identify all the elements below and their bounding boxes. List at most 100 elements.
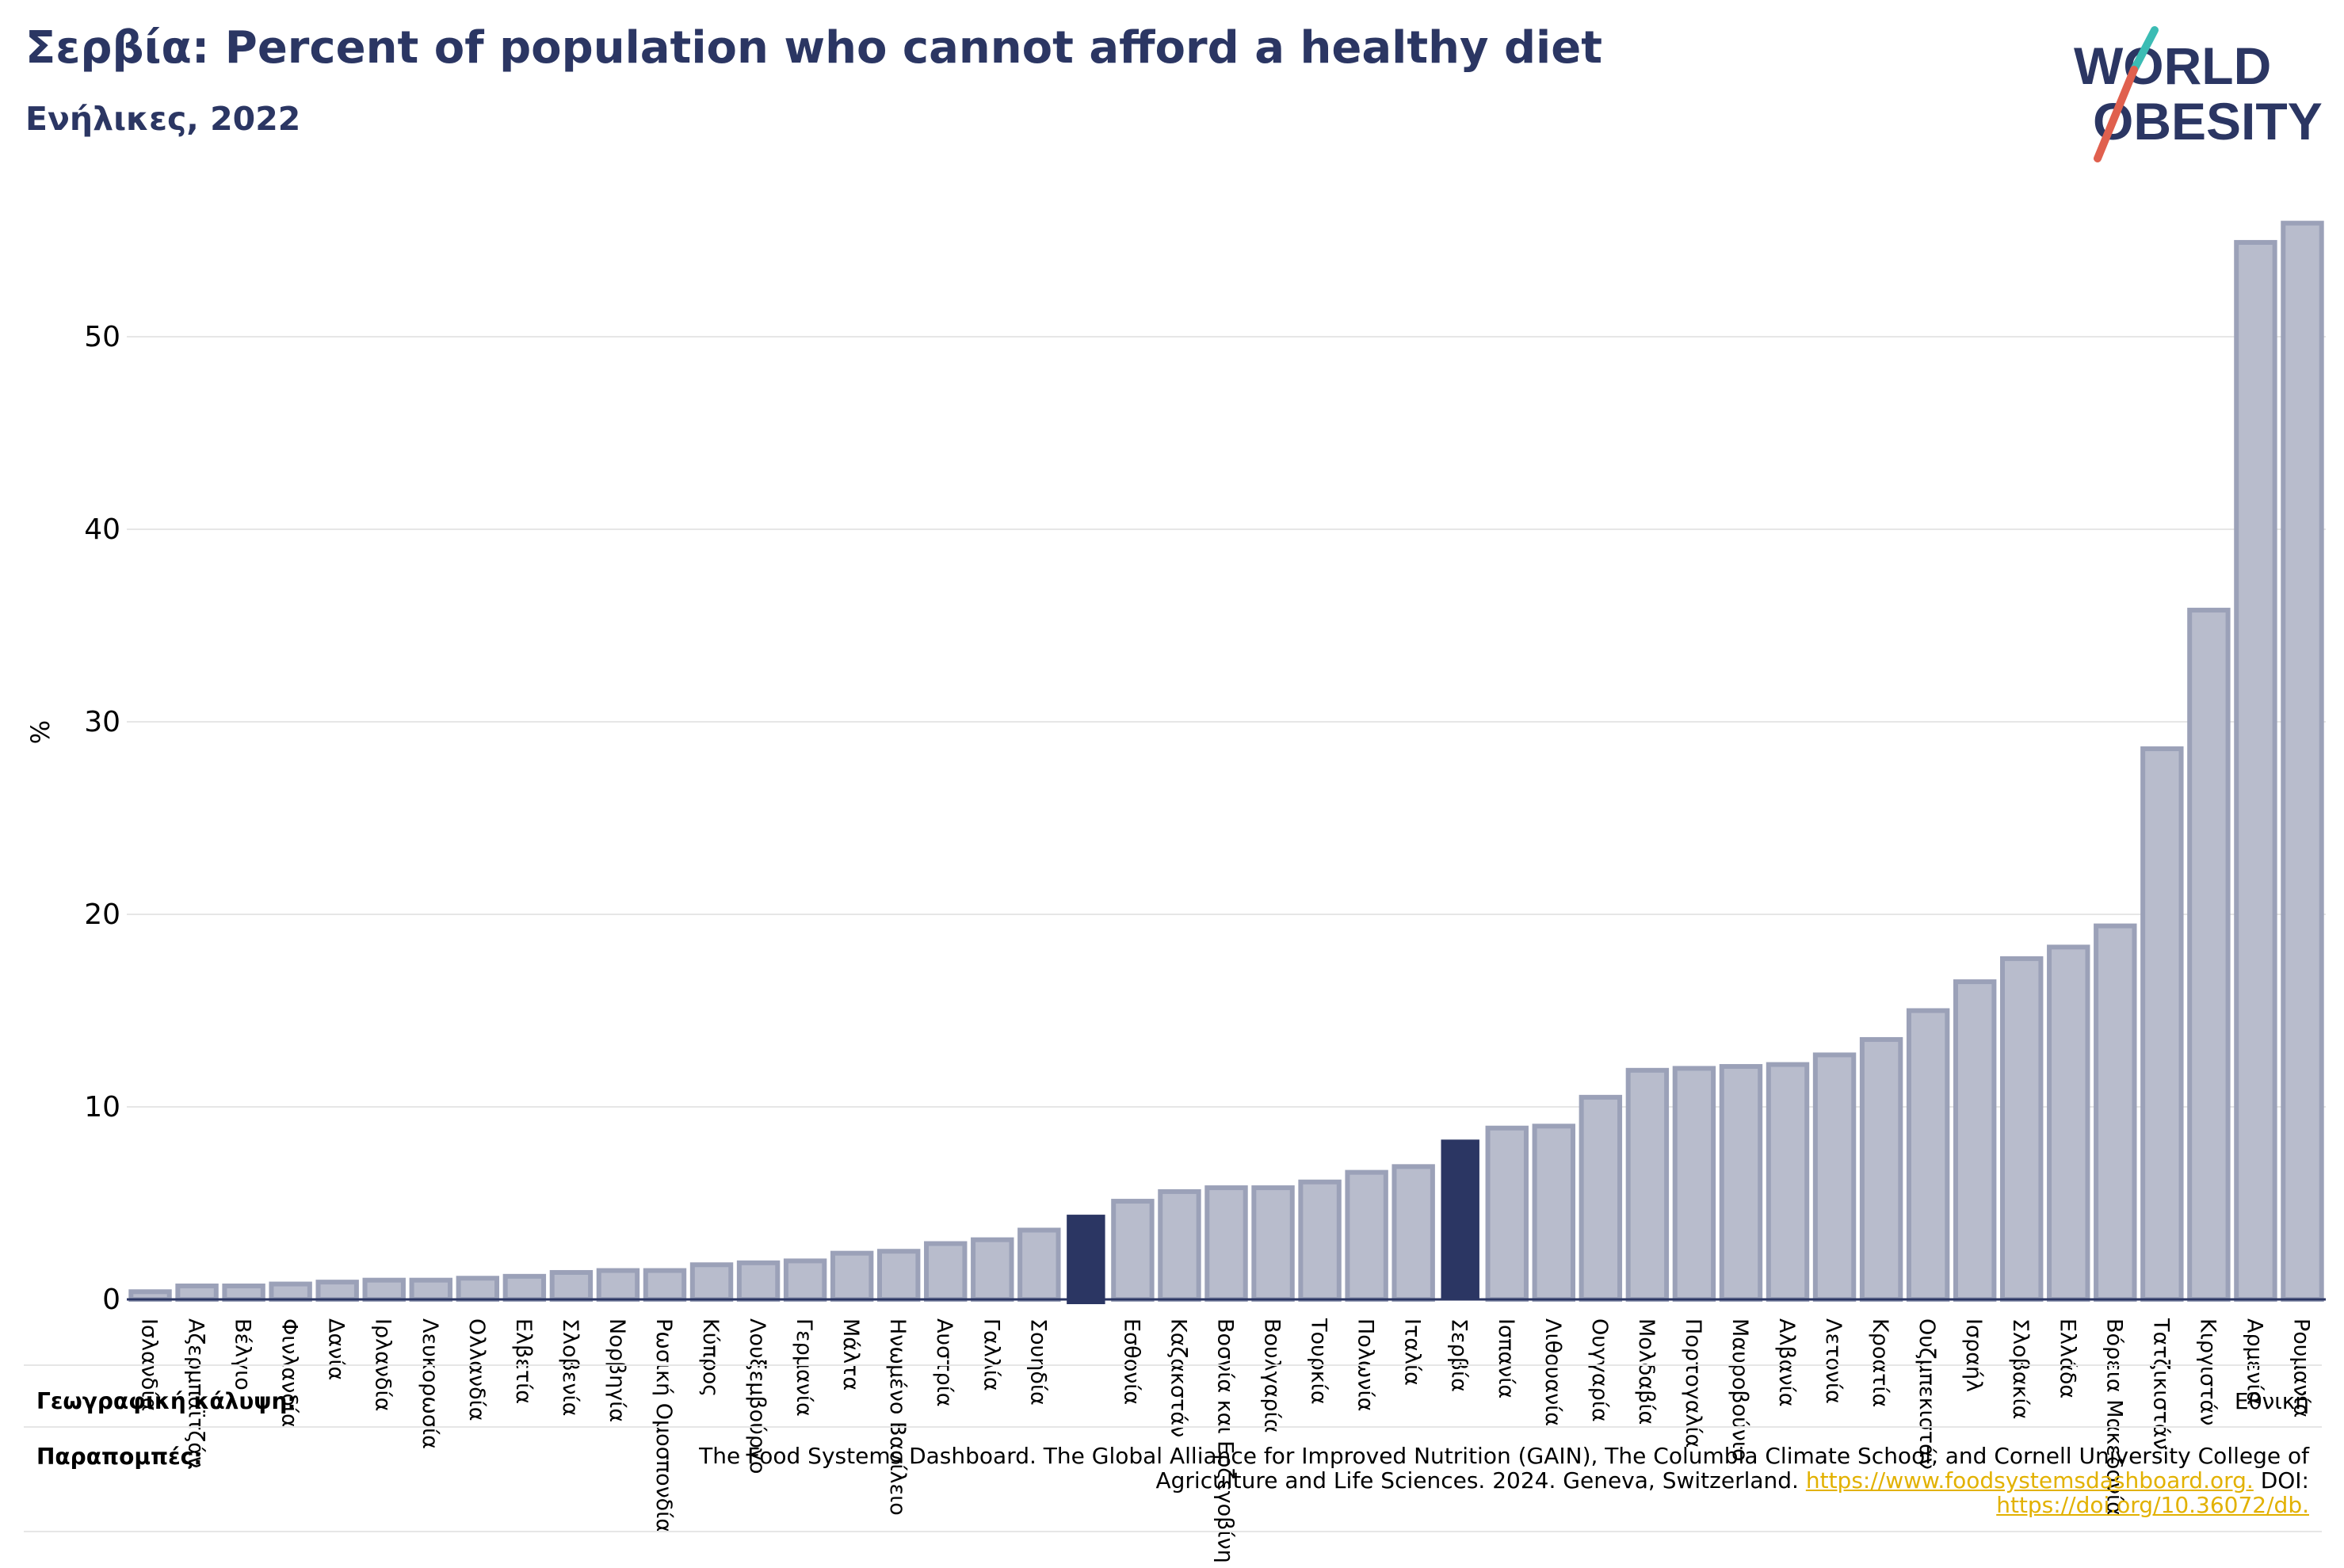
bar — [1532, 1124, 1576, 1303]
bar — [409, 1277, 452, 1302]
bar — [269, 1281, 312, 1303]
x-tick-label: Νορβηγία — [605, 1318, 629, 1422]
bar — [2094, 923, 2137, 1302]
bar — [1298, 1179, 1342, 1303]
bar — [1579, 1094, 1623, 1302]
x-tick-label: Αλβανία — [1774, 1318, 1799, 1407]
chart-subtitle: Ενήλικες, 2022 — [25, 100, 301, 138]
bar — [2187, 608, 2231, 1302]
x-tick-label: Αρμενία — [2242, 1318, 2266, 1405]
x-tick-label: Τουρκία — [1307, 1318, 1331, 1405]
y-tick-label: 10 — [84, 1091, 120, 1124]
x-tick-label: Ουγγαρία — [1587, 1318, 1612, 1422]
x-tick-label: Ισραήλ — [1961, 1318, 1986, 1392]
x-tick-label: Βουλγαρία — [1260, 1318, 1285, 1433]
bar — [924, 1241, 968, 1303]
x-tick-label: Ρουμανία — [2289, 1318, 2313, 1417]
logo-slash-red — [2094, 66, 2138, 162]
y-tick-label: 50 — [84, 321, 120, 353]
x-tick-label: Κροατία — [1868, 1318, 1892, 1407]
x-tick-label: Εσθονία — [1119, 1318, 1143, 1405]
x-tick-label: Γερμανία — [792, 1318, 816, 1417]
x-tick-label: Ελλάδα — [2055, 1318, 2079, 1398]
x-tick-label: Καζακστάν — [1166, 1318, 1190, 1437]
x-tick-label: Σερβία — [1447, 1318, 1472, 1392]
x-tick-label: Φινλανδία — [277, 1318, 302, 1428]
coverage-label: Γεωγραφική κάλυψη: — [36, 1388, 296, 1414]
x-tick-label: Ολλανδία — [464, 1318, 489, 1421]
bar — [1441, 1139, 1479, 1299]
bar — [1345, 1169, 1388, 1302]
bar — [1111, 1199, 1155, 1302]
y-axis-label: % — [25, 720, 55, 744]
bar — [2000, 956, 2044, 1302]
y-tick-label: 0 — [102, 1284, 120, 1316]
dashboard-link[interactable]: https://www.foodsystemsdashboard.org. — [1805, 1467, 2254, 1494]
bar — [783, 1258, 827, 1303]
bar — [830, 1250, 874, 1303]
y-tick-label: 40 — [84, 513, 120, 546]
x-tick-label: Ελβετία — [511, 1318, 536, 1404]
x-tick-label: Σλοβακία — [2008, 1318, 2033, 1419]
bar — [175, 1283, 219, 1302]
logo-slash-teal — [2130, 26, 2159, 74]
logo-word-obesity: OBESITY — [2093, 92, 2323, 151]
bar — [222, 1283, 265, 1302]
x-tick-label: Ουζμπεκιστάν — [1915, 1318, 1939, 1470]
bars — [128, 220, 2324, 1304]
chart-title: Σερβία: Percent of population who cannot… — [25, 22, 1602, 74]
bar — [1859, 1036, 1903, 1302]
x-tick-label: Λουξεμβούργο — [745, 1318, 769, 1474]
bar — [1392, 1164, 1435, 1302]
y-axis-ticks: 0 10 20 30 40 50 — [84, 321, 120, 1316]
doi-link[interactable]: https://doi.org/10.36072/db. — [1996, 1492, 2309, 1518]
x-tick-label: Σουηδία — [1025, 1318, 1050, 1406]
bar — [1625, 1067, 1670, 1302]
x-tick-label: Ρωσική Ομοσπονδία — [651, 1318, 676, 1532]
doi-label: DOI: — [2260, 1467, 2309, 1494]
bar — [1812, 1052, 1857, 1302]
bar — [1719, 1063, 1763, 1302]
bar — [689, 1262, 734, 1303]
bar — [876, 1249, 921, 1302]
bar — [1158, 1188, 1201, 1303]
x-tick-label: Μολδαβία — [1634, 1318, 1659, 1425]
bar — [502, 1273, 547, 1302]
bar — [596, 1268, 640, 1303]
x-tick-label: Βοσνία και Ερζεγοβίνη — [1213, 1318, 1238, 1563]
x-tick-label: Λετονία — [1821, 1318, 1846, 1404]
coverage-value: Εθνική — [2234, 1388, 2309, 1414]
bar — [549, 1269, 594, 1302]
references-body: The Food Systems Dashboard. The Global A… — [699, 1443, 2309, 1494]
bar — [1017, 1227, 1061, 1303]
x-tick-label: Βέλγιο — [231, 1318, 255, 1391]
bar — [1766, 1062, 1810, 1303]
references-text: The Food Systems Dashboard. The Global A… — [685, 1444, 2309, 1517]
x-tick-label: Ηνωμένο Βασίλειο — [885, 1318, 910, 1516]
x-tick-label: Λιθουανία — [1540, 1318, 1565, 1426]
bar — [1672, 1066, 1716, 1303]
references-row: Παραπομπές: The Food Systems Dashboard. … — [24, 1426, 2322, 1532]
bar — [643, 1268, 687, 1303]
bar — [971, 1237, 1014, 1303]
x-tick-label: Γαλλία — [979, 1318, 1003, 1391]
x-tick-label: Σλοβενία — [558, 1318, 582, 1416]
bar — [362, 1277, 406, 1302]
y-tick-label: 20 — [84, 898, 120, 931]
x-tick-label: Ισπανία — [1494, 1318, 1518, 1398]
x-tick-label: Ιταλία — [1400, 1318, 1425, 1386]
bar — [1251, 1185, 1295, 1303]
bar — [456, 1276, 500, 1303]
bar — [2234, 239, 2277, 1302]
bar — [1067, 1215, 1105, 1304]
y-tick-label: 30 — [84, 706, 120, 738]
bar — [2281, 220, 2324, 1302]
x-tick-label: Αυστρία — [932, 1318, 956, 1407]
world-obesity-logo: WORLD OBESITY — [2074, 26, 2323, 162]
x-tick-label: Μαυροβούνιο — [1727, 1318, 1752, 1461]
bar — [1485, 1125, 1529, 1302]
logo-word-world: WORLD — [2074, 36, 2271, 95]
bar — [2047, 944, 2090, 1303]
bar — [315, 1280, 359, 1303]
